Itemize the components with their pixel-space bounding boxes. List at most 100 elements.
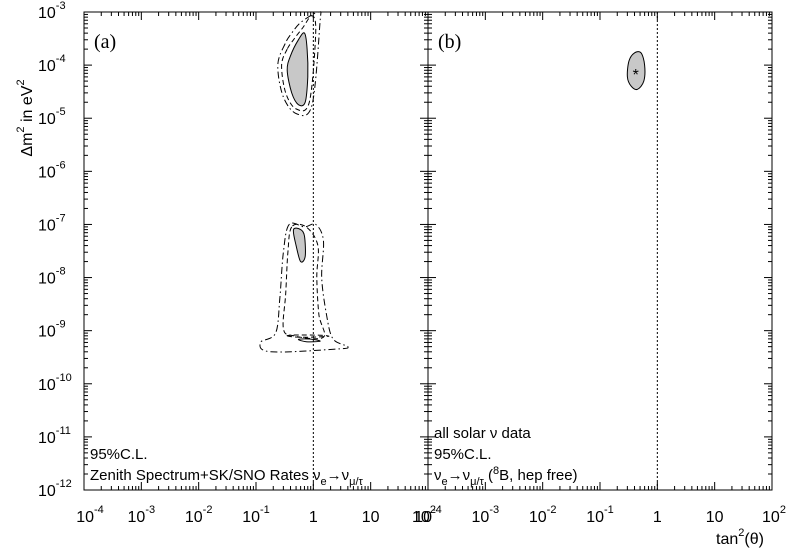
panel-a-xtick-label-5-base: 10 [362,509,380,526]
panel-a-xtick-label-2-exp: -2 [203,504,213,516]
y-tick-label-3-base: 10 [38,324,56,341]
y-tick-label-7-exp: -5 [56,106,66,118]
panel-a-contour-low-dashdot [259,222,349,353]
y-axis: 10-1210-1110-1010-910-810-710-610-510-41… [15,0,72,500]
panel-a-note-1-text: →ν [327,467,350,484]
y-tick-label-9: 10-3 [38,0,66,22]
panel-a-xtick-label-2-base: 10 [185,509,203,526]
panel-a-region-lma [286,32,309,107]
panel-b-note-2-text: →ν [448,467,471,484]
y-tick-label-7-base: 10 [38,111,56,128]
panel-a-note-0-text: 95%C.L. [90,446,148,463]
panel-b-frame [427,11,773,491]
panel-b-xtick-label-5-base: 10 [706,509,724,526]
y-axis-label-sup: 2 [15,126,27,132]
panel-a-xtick-label-0-base: 10 [76,509,94,526]
panel-b-xtick-label-3-base: 10 [586,509,604,526]
y-tick-label-4-base: 10 [38,271,56,288]
y-tick-label-1-exp: -11 [56,425,71,437]
panel-b-xtick-label-0: 10-4 [414,504,442,526]
y-tick-label-4-exp: -8 [56,266,66,278]
panel-b-xtick-label-2-base: 10 [529,509,547,526]
x-axis-label-text: tan2(θ) [716,527,764,548]
panel-b-note-2-text: B, hep free) [499,467,577,484]
panel-a-xtick-label-1: 10-3 [128,504,156,526]
panel-a-xtick-label-1-exp: -3 [145,504,155,516]
panel-b-note-1-text: 95%C.L. [434,446,492,463]
y-tick-label-2: 10-10 [38,372,72,394]
panel-b-xtick-label-1-base: 10 [472,509,490,526]
panel-a-xtick-label-3-exp: -1 [260,504,270,516]
panel-a-contour-lma-dash [281,15,317,112]
y-tick-label-3: 10-9 [38,319,66,341]
y-tick-label-0: 10-12 [38,478,72,500]
y-tick-label-6-base: 10 [38,164,56,181]
panel-b-note-1: 95%C.L. [434,446,492,463]
panel-a-xtick-label-1-base: 10 [128,509,146,526]
panel-b-tag: (b) [438,31,461,53]
panel-a-contour-vac-dash [286,334,330,338]
x-axis-label-sup: 2 [738,527,744,539]
panel-b-note-0-text: all solar ν data [434,425,531,442]
panel-b-xtick-label-shared-exp: 2 [430,504,436,516]
panel-a-frame [83,11,429,491]
panel-b-best-fit-marker: * [633,67,639,84]
panel-b-xtick-label-2: 10-2 [529,504,557,526]
x-axis-label-main: tan [716,531,738,548]
panel-a-xtick-label-3-base: 10 [242,509,260,526]
panel-a-contour-vac-solid [297,338,321,343]
y-tick-label-5-exp: -7 [56,212,66,224]
panel-b-note-0: all solar ν data [434,425,531,442]
y-tick-label-0-base: 10 [38,483,56,500]
y-tick-label-6: 10-6 [38,159,66,181]
panel-b-note-2-sub: e [442,476,448,488]
panel-b-xtick-label-5: 10 [706,509,724,526]
panel-b-note-2: νe​→νμ/τ​ (8​B, hep free) [434,465,578,488]
panel-b-xtick-label-1: 10-3 [472,504,500,526]
panel-b-xtick-label-shared: 102 [412,504,436,526]
panel-a-region-low [292,227,306,263]
y-tick-label-0-exp: -12 [56,478,72,490]
y-tick-label-8-exp: -4 [56,53,66,65]
panel-b-xtick-label-1-exp: -3 [489,504,499,516]
panel-b-xtick-label-3: 10-1 [586,504,614,526]
y-tick-label-4: 10-8 [38,266,66,288]
panel-b-note-2-sup: 8 [493,465,499,477]
panel-a-xtick-label-0: 10-4 [76,504,104,526]
panel-a-xtick-label-2: 10-2 [185,504,213,526]
panel-a-contour-low-dash [282,223,326,340]
y-tick-label-7: 10-5 [38,106,66,128]
panel-a-xtick-label-5: 10 [362,509,380,526]
panel-b-xtick-label-2-exp: -2 [547,504,557,516]
panel-b-note-2-text: ν [434,467,442,484]
panel-a-note-1-sub: μ/τ [349,476,363,488]
y-tick-label-9-base: 10 [38,5,56,22]
x-axis-label-suffix: (θ) [744,531,764,548]
panel-b-xtick-label-6: 102 [762,504,786,526]
panel-b-xtick-label-4: 1 [653,509,662,526]
panel-b-xtick-label-0-exp: -4 [432,504,442,516]
y-tick-label-5-base: 10 [38,217,56,234]
y-tick-label-8: 10-4 [38,53,66,75]
panel-a-tag: (a) [94,31,116,53]
x-axis-label: tan2(θ) [716,527,764,548]
panel-a-note-1: Zenith Spectrum+SK/SNO Rates νe​→νμ/τ​ [90,467,364,488]
panel-a-xtick-label-3: 10-1 [242,504,270,526]
y-tick-label-9-exp: -3 [56,0,66,12]
panel-a-xtick-label-4-base: 1 [309,509,318,526]
panel-b-xtick-label-0-base: 10 [414,509,432,526]
y-tick-label-8-base: 10 [38,58,56,75]
panel-b-note-2-sub: μ/τ [470,476,484,488]
y-axis-label-sup2: 2 [15,79,27,85]
panel-a-note-1-sub: e [321,476,327,488]
panel-b-xtick-label-shared-base: 10 [412,509,430,526]
panel-a-xtick-label-4: 1 [309,509,318,526]
panel-b-xtick-label-4-base: 1 [653,509,662,526]
panel-b-region-lma-global [626,51,646,91]
y-tick-label-1: 10-11 [38,425,71,447]
y-tick-label-6-exp: -6 [56,159,66,171]
y-axis-label: Δm2 in eV2 [15,79,36,156]
panel-a-xtick-label-0-exp: -4 [94,504,104,516]
